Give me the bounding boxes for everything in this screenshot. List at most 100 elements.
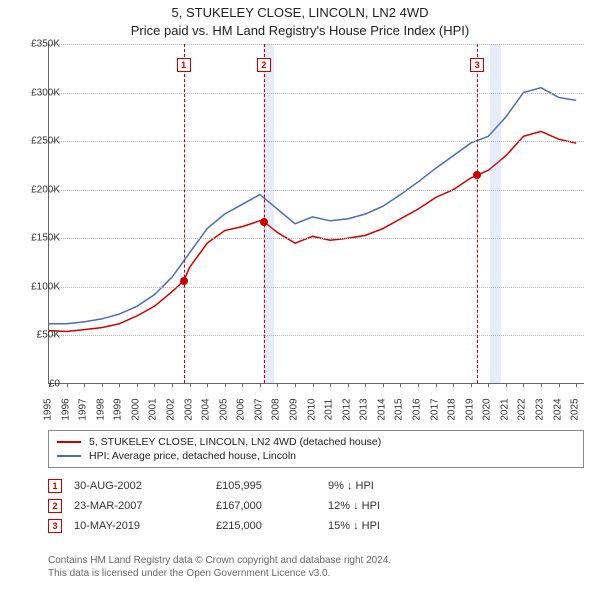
gridline: [49, 93, 584, 94]
sales-row: 3 10-MAY-2019 £215,000 15% ↓ HPI: [48, 516, 584, 536]
sale-date: 10-MAY-2019: [74, 520, 204, 532]
x-tick: [260, 383, 261, 387]
event-line: [264, 44, 265, 383]
x-tick: [471, 383, 472, 387]
chart-container: 5, STUKELEY CLOSE, LINCOLN, LN2 4WD Pric…: [0, 0, 600, 590]
footer-line-1: Contains HM Land Registry data © Crown c…: [48, 554, 584, 567]
event-line: [477, 44, 478, 383]
y-axis-label: £200K: [16, 184, 60, 195]
x-tick: [313, 383, 314, 387]
legend-box: 5, STUKELEY CLOSE, LINCOLN, LN2 4WD (det…: [48, 430, 584, 468]
sale-price: £167,000: [216, 500, 316, 512]
x-tick: [506, 383, 507, 387]
x-axis-label: 2013: [359, 398, 370, 420]
x-tick: [400, 383, 401, 387]
sale-date: 23-MAR-2007: [74, 500, 204, 512]
y-axis-label: £50K: [16, 330, 60, 341]
x-axis-label: 2008: [271, 398, 282, 420]
y-axis-label: £350K: [16, 39, 60, 50]
sale-marker-2: 2: [48, 499, 62, 513]
sale-marker-1: 1: [48, 479, 62, 493]
chart-plot-area: 123: [48, 44, 584, 384]
legend-swatch-property: [57, 441, 81, 443]
x-tick: [172, 383, 173, 387]
x-axis-label: 2007: [253, 398, 264, 420]
x-tick: [225, 383, 226, 387]
legend-row: 5, STUKELEY CLOSE, LINCOLN, LN2 4WD (det…: [57, 435, 575, 449]
x-tick: [242, 383, 243, 387]
gridline: [49, 335, 584, 336]
x-axis-label: 2009: [289, 398, 300, 420]
x-axis-label: 1997: [78, 398, 89, 420]
x-tick: [541, 383, 542, 387]
shaded-band: [490, 44, 501, 383]
x-axis-label: 2025: [570, 398, 581, 420]
gridline: [49, 44, 584, 45]
x-tick: [137, 383, 138, 387]
x-tick: [102, 383, 103, 387]
x-axis-label: 2019: [464, 398, 475, 420]
x-tick: [559, 383, 560, 387]
x-axis-label: 1999: [113, 398, 124, 420]
x-tick: [277, 383, 278, 387]
sale-marker-3: 3: [48, 519, 62, 533]
x-tick: [67, 383, 68, 387]
sales-table: 1 30-AUG-2002 £105,995 9% ↓ HPI 2 23-MAR…: [48, 476, 584, 536]
x-tick: [453, 383, 454, 387]
y-axis-label: £0: [16, 379, 60, 390]
y-axis-label: £300K: [16, 87, 60, 98]
x-axis-label: 2017: [429, 398, 440, 420]
sale-price: £215,000: [216, 520, 316, 532]
sale-point-dot: [260, 218, 268, 226]
y-axis-label: £250K: [16, 136, 60, 147]
x-tick: [348, 383, 349, 387]
footer-line-2: This data is licensed under the Open Gov…: [48, 567, 584, 580]
x-tick: [436, 383, 437, 387]
gridline: [49, 141, 584, 142]
sale-delta: 9% ↓ HPI: [328, 480, 448, 492]
x-axis-label: 1998: [95, 398, 106, 420]
gridline: [49, 190, 584, 191]
event-marker: 2: [257, 58, 271, 72]
sale-price: £105,995: [216, 480, 316, 492]
legend-row: HPI: Average price, detached house, Linc…: [57, 449, 575, 463]
x-tick: [295, 383, 296, 387]
x-axis-label: 2023: [535, 398, 546, 420]
event-line: [184, 44, 185, 383]
x-axis-label: 2003: [183, 398, 194, 420]
x-tick: [119, 383, 120, 387]
sale-delta: 12% ↓ HPI: [328, 500, 448, 512]
sales-row: 2 23-MAR-2007 £167,000 12% ↓ HPI: [48, 496, 584, 516]
gridline: [49, 238, 584, 239]
x-tick: [523, 383, 524, 387]
legend-label-hpi: HPI: Average price, detached house, Linc…: [89, 450, 296, 462]
legend-swatch-hpi: [57, 455, 81, 457]
x-axis-label: 2014: [376, 398, 387, 420]
gridline: [49, 287, 584, 288]
x-tick: [418, 383, 419, 387]
x-tick: [84, 383, 85, 387]
x-axis-label: 2002: [166, 398, 177, 420]
event-marker: 1: [177, 58, 191, 72]
x-axis-label: 2000: [130, 398, 141, 420]
x-tick: [190, 383, 191, 387]
x-tick: [330, 383, 331, 387]
x-axis-label: 1995: [43, 398, 54, 420]
sales-row: 1 30-AUG-2002 £105,995 9% ↓ HPI: [48, 476, 584, 496]
x-axis-label: 2012: [341, 398, 352, 420]
title-line-2: Price paid vs. HM Land Registry's House …: [0, 22, 600, 40]
sale-point-dot: [180, 277, 188, 285]
x-tick: [488, 383, 489, 387]
x-axis-label: 2024: [552, 398, 563, 420]
x-axis-label: 2011: [324, 399, 335, 421]
x-axis-label: 1996: [60, 398, 71, 420]
legend-label-property: 5, STUKELEY CLOSE, LINCOLN, LN2 4WD (det…: [89, 436, 381, 448]
sale-delta: 15% ↓ HPI: [328, 520, 448, 532]
x-tick: [207, 383, 208, 387]
y-axis-label: £100K: [16, 281, 60, 292]
x-axis-label: 2005: [218, 398, 229, 420]
x-tick: [365, 383, 366, 387]
x-axis-label: 2020: [482, 398, 493, 420]
x-tick: [383, 383, 384, 387]
x-axis-label: 2022: [517, 398, 528, 420]
